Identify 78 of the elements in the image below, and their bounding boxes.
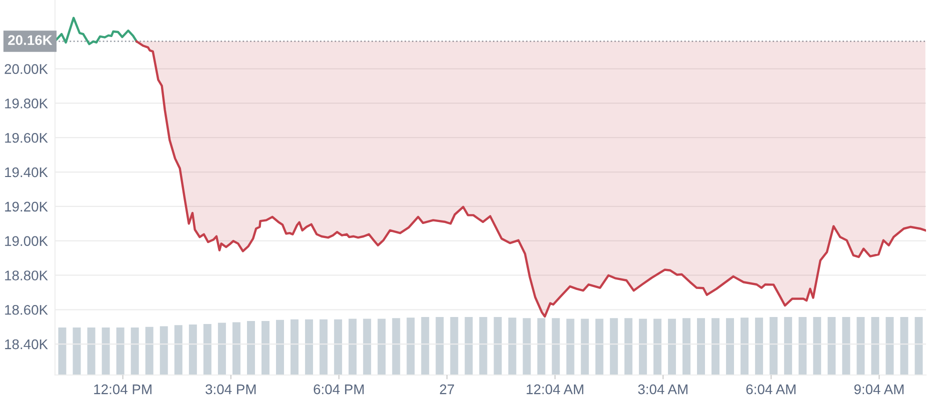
bar [421, 317, 430, 375]
bar [276, 320, 284, 375]
x-tick-label: 6:04 AM [746, 384, 796, 394]
bar [72, 327, 81, 375]
bar [203, 324, 212, 375]
bar [638, 318, 647, 375]
bar [900, 317, 908, 375]
bar [842, 317, 850, 375]
bar [320, 319, 328, 375]
bar [378, 318, 386, 375]
bar [392, 318, 400, 375]
x-tick-label: 3:04 AM [638, 384, 688, 394]
bar [856, 317, 865, 375]
bar [566, 318, 574, 375]
bar [552, 318, 560, 375]
x-tick-label: 12:04 AM [526, 384, 584, 394]
bar [116, 327, 124, 375]
bar [755, 318, 764, 375]
bar [436, 317, 444, 375]
y-tick-label: 19.00K [5, 236, 48, 246]
bar [450, 317, 458, 375]
y-tick-label: 18.40K [5, 339, 48, 350]
bar [406, 318, 415, 375]
bar [290, 319, 299, 375]
x-tick-label: 12:04 PM [94, 384, 152, 394]
bar [770, 317, 778, 375]
bar [653, 318, 662, 375]
bar [87, 327, 96, 375]
bar [102, 327, 110, 375]
bar [828, 317, 836, 375]
bar [668, 318, 676, 375]
y-tick-label: 19.40K [5, 167, 48, 178]
bar [697, 318, 705, 375]
bar [886, 317, 894, 375]
bar [218, 322, 226, 375]
bar [188, 324, 197, 375]
y-tick-label: 19.80K [5, 98, 48, 108]
bar [740, 318, 749, 375]
bar [682, 318, 690, 375]
x-tick-label: 9:04 AM [854, 384, 904, 394]
x-tick-label: 27 [440, 384, 454, 394]
bar [334, 319, 342, 375]
y-tick-label: 18.60K [5, 304, 48, 315]
bar [305, 319, 314, 375]
bar [464, 317, 473, 375]
x-tick-label: 6:04 PM [314, 384, 364, 394]
bar [348, 318, 357, 375]
bar [726, 318, 734, 375]
bar [262, 321, 270, 375]
bar [145, 326, 154, 375]
bar [174, 325, 182, 375]
bar [871, 317, 880, 375]
bar [232, 322, 240, 375]
bar [914, 317, 923, 375]
bar [522, 318, 531, 375]
y-tick-label: 19.20K [5, 202, 48, 212]
bar [58, 327, 66, 375]
bar [537, 318, 546, 375]
bar [160, 326, 168, 375]
bar [246, 321, 255, 375]
bar [508, 318, 516, 375]
bar [610, 318, 618, 375]
bar [580, 318, 589, 375]
bar [624, 318, 632, 375]
y-tick-label: 20.00K [4, 64, 48, 74]
bar [712, 318, 720, 375]
bar [798, 317, 807, 375]
x-tick-label: 3:04 PM [206, 384, 256, 394]
bar [130, 327, 139, 375]
bar [494, 317, 502, 375]
y-tick-label: 18.80K [5, 270, 48, 280]
ref-line-label: 20.16K [8, 35, 52, 46]
bar [784, 317, 792, 375]
bar [363, 318, 372, 375]
bar [813, 317, 822, 375]
y-tick-label: 19.60K [5, 132, 48, 143]
bar [479, 317, 488, 375]
bar [595, 318, 604, 375]
